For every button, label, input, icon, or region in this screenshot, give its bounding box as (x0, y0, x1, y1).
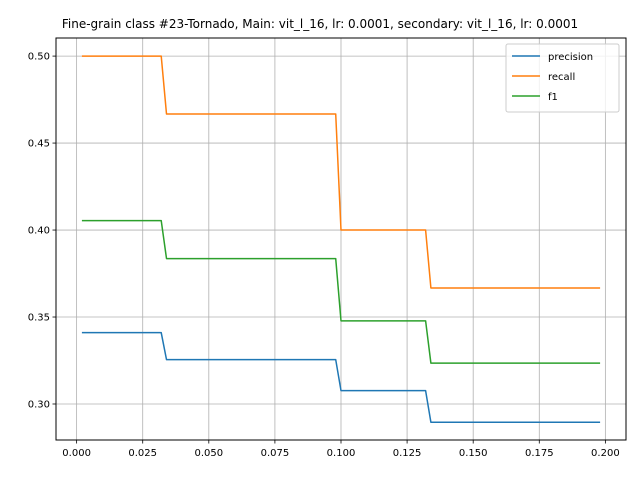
y-axis: 0.30 0.35 0.40 0.45 0.50 (28, 52, 56, 410)
x-tick-label: 0.000 (62, 448, 91, 459)
y-tick-label: 0.50 (28, 52, 50, 63)
x-tick-label: 0.200 (591, 448, 620, 459)
y-tick-label: 0.40 (28, 226, 50, 237)
x-tick-label: 0.125 (393, 448, 422, 459)
legend-label-f1: f1 (548, 92, 558, 103)
series-line-recall (81, 55, 601, 289)
y-tick-label: 0.45 (28, 139, 50, 150)
chart-title: Fine-grain class #23-Tornado, Main: vit_… (62, 17, 578, 31)
x-tick-label: 0.075 (261, 448, 290, 459)
legend-label-recall: recall (548, 72, 575, 83)
x-tick-label: 0.050 (194, 448, 223, 459)
legend-label-precision: precision (548, 52, 593, 63)
legend-box (505, 43, 620, 113)
x-tick-label: 0.175 (525, 448, 554, 459)
y-tick-label: 0.30 (28, 399, 50, 410)
series-line-precision (81, 331, 601, 424)
series-line-f1 (81, 219, 601, 364)
y-tick-label: 0.35 (28, 313, 50, 324)
x-tick-label: 0.025 (128, 448, 157, 459)
x-tick-label: 0.100 (327, 448, 356, 459)
legend: precision recall f1 (505, 43, 620, 113)
x-tick-label: 0.150 (459, 448, 488, 459)
plot-series (81, 55, 601, 424)
x-axis: 0.000 0.025 0.050 0.075 0.100 0.125 0.150 0.175… (62, 440, 620, 459)
